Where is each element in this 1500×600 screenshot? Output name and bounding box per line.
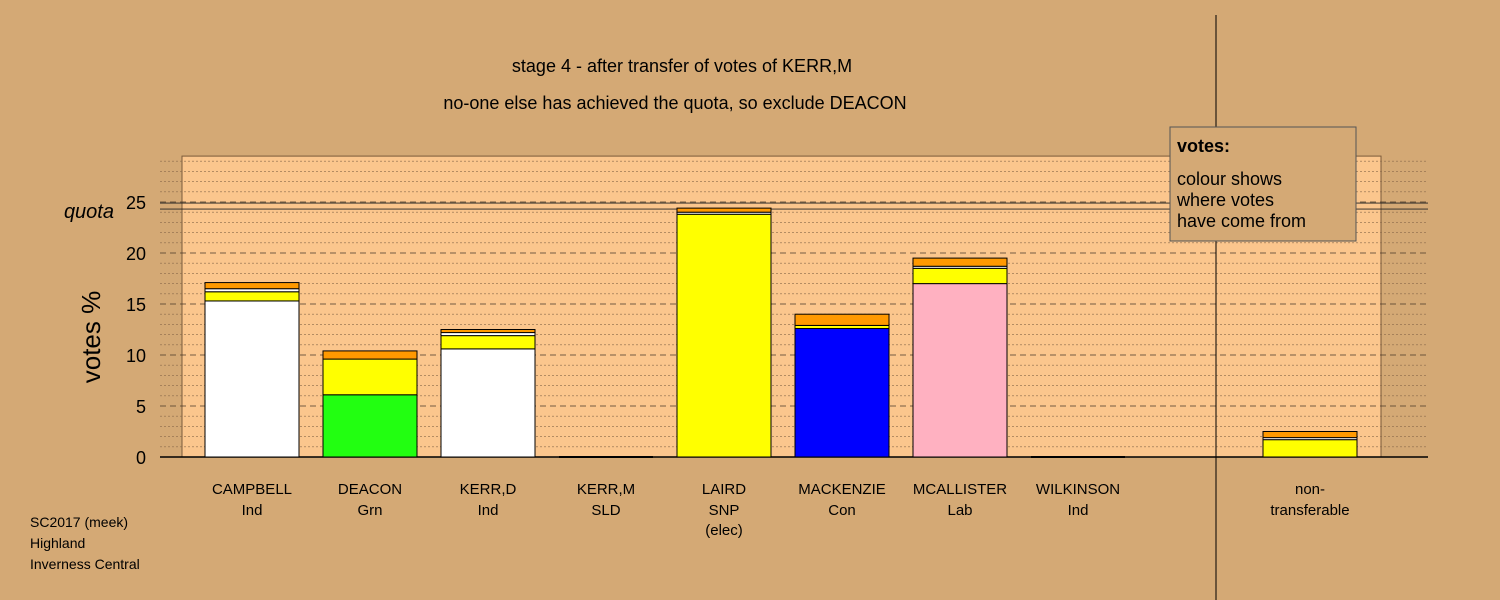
footer-info: SC2017 (meek) Highland Inverness Central [30, 512, 140, 575]
legend-line-3: have come from [1177, 211, 1306, 231]
bars [204, 207, 1358, 458]
candidate-note-label: (elec) [705, 522, 743, 539]
footer-line-3: Inverness Central [30, 556, 140, 572]
bar-nontransferable-segment [1262, 431, 1358, 439]
bar-1-segment [322, 358, 418, 396]
chart-subtitle: no-one else has achieved the quota, so e… [443, 93, 906, 113]
bar-0-segment [204, 282, 300, 290]
bar-2-segment [440, 335, 536, 350]
candidate-name-label: MACKENZIE [798, 481, 886, 498]
bar-2-segment [440, 348, 536, 458]
quota-label: quota [64, 201, 114, 223]
candidate-name-label: KERR,D [460, 481, 517, 498]
candidate-name-label: WILKINSON [1036, 481, 1120, 498]
legend-title: votes: [1177, 136, 1230, 156]
candidate-party-label: Ind [1068, 502, 1089, 519]
bar-0-segment [204, 300, 300, 458]
bar-1-segment [322, 350, 418, 360]
y-tick-label: 15 [126, 295, 146, 315]
y-tick-label: 25 [126, 193, 146, 213]
bar-4-segment [676, 213, 772, 458]
y-tick-label: 10 [126, 346, 146, 366]
y-axis-label: votes % [76, 291, 106, 384]
bar-0-segment [204, 291, 300, 302]
legend-line-1: colour shows [1177, 169, 1282, 189]
candidate-party-label: Grn [357, 502, 382, 519]
bar-nontransferable-segment [1262, 439, 1358, 458]
bar-6-segment [912, 283, 1008, 458]
chart-title: stage 4 - after transfer of votes of KER… [512, 56, 852, 76]
candidate-party-label: Ind [478, 502, 499, 519]
candidate-name-label: LAIRD [702, 481, 746, 498]
candidate-party-label: Con [828, 502, 856, 519]
bar-5-segment [794, 327, 890, 458]
candidate-name-label: MCALLISTER [913, 481, 1007, 498]
y-tick-label: 20 [126, 244, 146, 264]
bar-6-segment [912, 267, 1008, 285]
candidate-name-label: DEACON [338, 481, 402, 498]
bar-6-segment [912, 257, 1008, 267]
bar-1-segment [322, 394, 418, 458]
footer-line-2: Highland [30, 535, 86, 551]
nontransferable-label-1: non- [1295, 481, 1325, 498]
candidate-party-label: SNP [709, 502, 740, 519]
legend: votes: colour shows where votes have com… [1169, 126, 1357, 242]
y-tick-label: 5 [136, 397, 146, 417]
candidate-name-label: CAMPBELL [212, 481, 292, 498]
bar-4-segment [676, 207, 772, 213]
footer-line-1: SC2017 (meek) [30, 514, 129, 530]
y-tick-label: 0 [136, 448, 146, 468]
candidate-name-label: KERR,M [577, 481, 635, 498]
nontransferable-label-2: transferable [1270, 502, 1349, 519]
legend-box [1169, 126, 1357, 242]
candidate-party-label: SLD [591, 502, 620, 519]
labels: 0 5 10 15 20 25 CAMPBELL Ind DEACON Grn KERR,D Ind K… [126, 193, 1350, 539]
legend-line-2: where votes [1176, 190, 1274, 210]
bar-2-segment [440, 329, 536, 334]
candidate-party-label: Lab [947, 502, 972, 519]
candidate-party-label: Ind [242, 502, 263, 519]
bar-5-segment [794, 313, 890, 326]
